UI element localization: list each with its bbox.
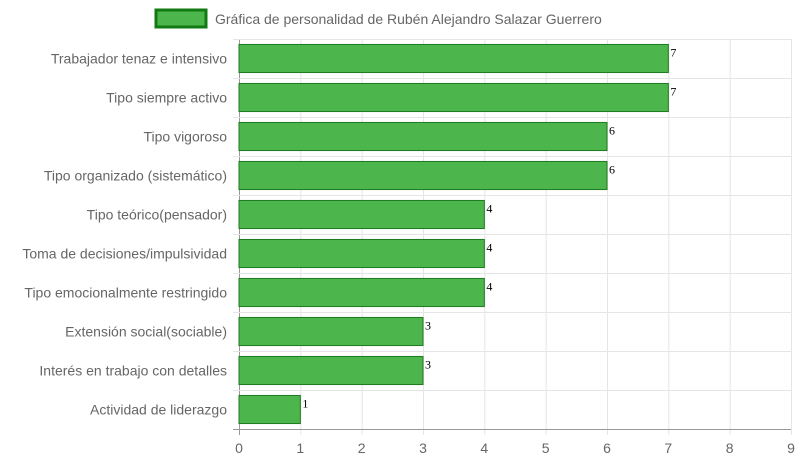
bar[interactable] (238, 394, 301, 425)
bar[interactable] (238, 316, 424, 347)
data-label: 3 (425, 319, 431, 333)
bar[interactable] (238, 160, 608, 191)
bar[interactable] (238, 277, 485, 308)
data-label: 4 (486, 202, 492, 216)
legend[interactable]: Gráfica de personalidad de Rubén Alejand… (154, 8, 602, 29)
bars (238, 43, 669, 425)
x-tick-label: 6 (603, 440, 611, 456)
data-label: 6 (609, 124, 615, 138)
category-label: Trabajador tenaz e intensivo (51, 51, 227, 67)
x-tick-label: 1 (296, 440, 304, 456)
data-labels: 7 7 6 6 4 4 4 3 3 1 (302, 46, 676, 411)
bar[interactable] (238, 238, 485, 269)
x-tick-label: 3 (419, 440, 427, 456)
category-label: Tipo siempre activo (106, 90, 227, 106)
x-tick-label: 9 (787, 440, 795, 456)
x-tick-labels: 0 1 2 3 4 5 6 7 8 9 (235, 440, 795, 456)
x-tick-label: 7 (664, 440, 672, 456)
category-label: Extensión social(sociable) (65, 324, 227, 340)
x-tick-label: 0 (235, 440, 243, 456)
bar[interactable] (238, 82, 669, 113)
data-label: 4 (486, 280, 492, 294)
x-tick-label: 8 (726, 440, 734, 456)
data-label: 3 (425, 358, 431, 372)
bar[interactable] (238, 199, 485, 230)
bar[interactable] (238, 43, 669, 74)
category-label: Tipo emocionalmente restringido (24, 285, 227, 301)
data-label: 6 (609, 163, 615, 177)
x-tick-label: 5 (542, 440, 550, 456)
legend-label: Gráfica de personalidad de Rubén Alejand… (215, 11, 602, 27)
x-tick-label: 2 (358, 440, 366, 456)
category-labels: Trabajador tenaz e intensivo Tipo siempre… (22, 51, 227, 418)
data-label: 4 (486, 241, 492, 255)
data-label: 1 (302, 397, 308, 411)
data-label: 7 (670, 46, 676, 60)
category-label: Tipo organizado (sistemático) (44, 168, 227, 184)
category-label: Interés en trabajo con detalles (39, 363, 227, 379)
category-label: Tipo vigoroso (143, 129, 227, 145)
data-label: 7 (670, 85, 676, 99)
category-label: Toma de decisiones/impulsividad (22, 246, 227, 262)
category-label: Actividad de liderazgo (90, 402, 227, 418)
bar[interactable] (238, 355, 424, 386)
category-label: Tipo teórico(pensador) (87, 207, 227, 223)
legend-color-box[interactable] (154, 8, 208, 29)
bar[interactable] (238, 121, 608, 152)
x-tick-label: 4 (480, 440, 488, 456)
